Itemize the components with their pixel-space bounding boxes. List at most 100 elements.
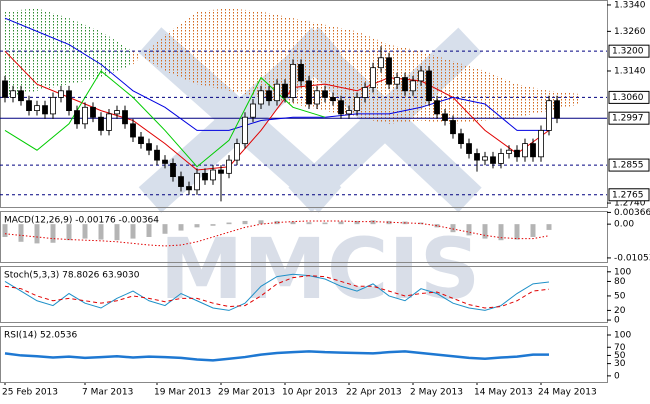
candle-body bbox=[10, 90, 16, 98]
candle-body bbox=[42, 105, 48, 115]
bar bbox=[66, 224, 72, 241]
line bbox=[4, 275, 550, 309]
bar bbox=[274, 220, 280, 225]
candle-body bbox=[506, 149, 512, 154]
candle-body bbox=[538, 130, 544, 158]
bar bbox=[210, 224, 216, 226]
bar bbox=[130, 224, 136, 239]
candle-body bbox=[258, 90, 264, 105]
candle-body bbox=[386, 57, 392, 85]
line bbox=[4, 273, 550, 311]
panel-title: MACD(12,26,9) -0.00176 -0.00364 bbox=[4, 216, 159, 226]
bar bbox=[498, 224, 504, 241]
candle-body bbox=[322, 90, 328, 98]
cloud bbox=[5, 8, 37, 98]
y-tick-label: 0.00 bbox=[614, 220, 634, 230]
candle-body bbox=[482, 156, 488, 161]
candle-body bbox=[354, 96, 360, 111]
x-tick-label: 22 Apr 2013 bbox=[346, 388, 402, 398]
bar bbox=[178, 224, 184, 231]
x-tick-label: 2 May 2013 bbox=[410, 388, 463, 398]
candle-body bbox=[274, 83, 280, 102]
candle-body bbox=[18, 90, 24, 102]
bar bbox=[434, 224, 440, 228]
candle-body bbox=[418, 70, 424, 82]
panel bbox=[0, 0, 608, 208]
bar bbox=[386, 220, 392, 225]
cloud bbox=[37, 8, 69, 91]
y-tick-label: 1.3260 bbox=[614, 27, 646, 37]
candle-body bbox=[226, 159, 232, 174]
bar bbox=[482, 224, 488, 239]
x-tick-label: 24 May 2013 bbox=[538, 388, 597, 398]
candle-body bbox=[114, 110, 120, 115]
candle-body bbox=[490, 156, 496, 164]
panel bbox=[0, 211, 608, 263]
level-label: 1.3200 bbox=[612, 47, 644, 57]
candle-body bbox=[50, 96, 56, 115]
line bbox=[4, 17, 549, 131]
candle-body bbox=[58, 90, 64, 98]
level-label: 1.3060 bbox=[612, 93, 644, 103]
line bbox=[4, 70, 326, 168]
panel-title: Stoch(5,3,3) 78.8026 63.9030 bbox=[4, 271, 140, 281]
bar bbox=[514, 224, 520, 240]
y-tick-label: 100 bbox=[614, 330, 631, 340]
candle-body bbox=[194, 172, 200, 191]
candle-body bbox=[442, 113, 448, 121]
candle-body bbox=[122, 110, 128, 125]
candle-body bbox=[434, 100, 440, 115]
candle-body bbox=[90, 106, 96, 118]
x-tick-label: 29 Mar 2013 bbox=[218, 388, 275, 398]
candle-body bbox=[362, 87, 368, 98]
bar bbox=[338, 221, 344, 225]
y-tick-label: 70 bbox=[614, 343, 626, 353]
bar bbox=[306, 222, 312, 225]
candle-body bbox=[546, 100, 552, 131]
cloud bbox=[453, 61, 485, 124]
candle-body bbox=[290, 63, 296, 98]
candle-body bbox=[450, 120, 456, 135]
candle-body bbox=[498, 153, 504, 164]
candle-body bbox=[250, 103, 256, 118]
candle-body bbox=[106, 113, 112, 131]
y-tick-label: 100 bbox=[614, 267, 631, 277]
y-tick-label: 80 bbox=[614, 277, 626, 287]
last-price-box bbox=[608, 111, 650, 125]
y-tick-label: 50 bbox=[614, 291, 626, 301]
cloud bbox=[549, 90, 581, 111]
candle-body bbox=[74, 110, 80, 125]
candle-body bbox=[530, 143, 536, 158]
candle-body bbox=[346, 110, 352, 115]
cloud bbox=[133, 34, 165, 71]
candle-body bbox=[514, 149, 520, 158]
bar bbox=[322, 222, 328, 225]
y-tick-label: 50 bbox=[614, 351, 626, 361]
candle-body bbox=[234, 143, 240, 161]
bar bbox=[146, 224, 152, 237]
candle-body bbox=[306, 80, 312, 105]
candle-body bbox=[474, 153, 480, 161]
level-label: 1.2855 bbox=[612, 161, 644, 171]
candle-body bbox=[2, 80, 8, 98]
candle-body bbox=[554, 100, 560, 119]
last-price-label: 1.2997 bbox=[612, 114, 644, 124]
candle-body bbox=[154, 149, 160, 161]
candle-body bbox=[34, 105, 40, 111]
candle-body bbox=[66, 90, 72, 111]
candle-body bbox=[138, 136, 144, 145]
bar bbox=[98, 224, 104, 240]
y-tick-label: 30 bbox=[614, 359, 626, 369]
candle-body bbox=[410, 80, 416, 92]
x-tick-label: 14 May 2013 bbox=[474, 388, 533, 398]
candle-body bbox=[242, 116, 248, 145]
candle-body bbox=[98, 116, 104, 131]
x-tick-label: 7 Mar 2013 bbox=[82, 388, 133, 398]
candle-body bbox=[426, 70, 432, 102]
bar bbox=[418, 222, 424, 225]
candle-body bbox=[330, 96, 336, 102]
x-tick-label: 25 Feb 2013 bbox=[2, 388, 58, 398]
bar bbox=[82, 224, 88, 239]
bar bbox=[34, 224, 40, 244]
